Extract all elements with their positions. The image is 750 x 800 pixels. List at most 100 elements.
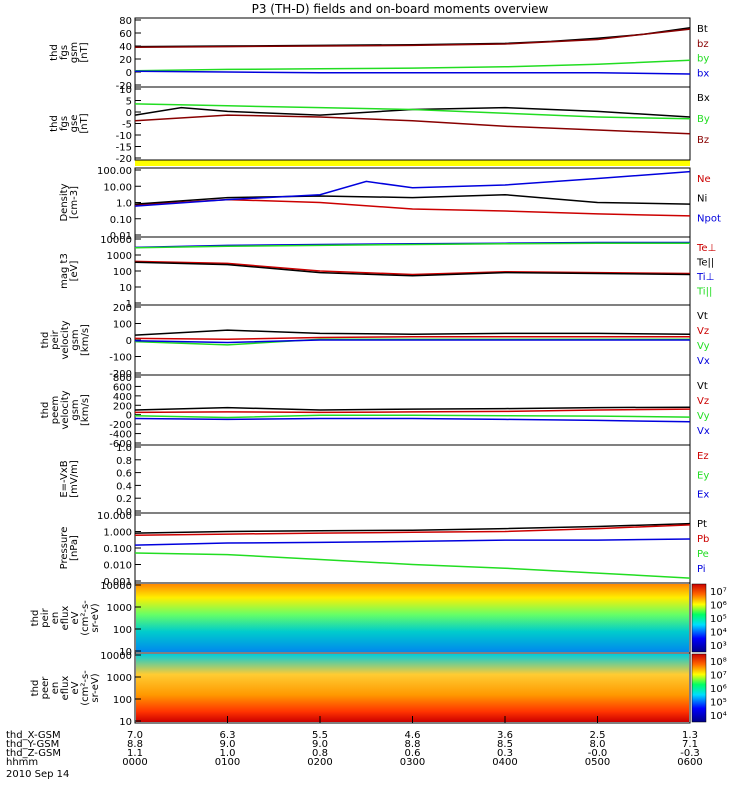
series-line-pi [134,538,691,546]
axis-value: 0400 [492,757,517,768]
legend-entry: Ni [697,194,707,205]
y-axis-label: E=-VxB [59,460,70,497]
y-tick-label: 10 [119,283,132,294]
series-line-vy [134,338,690,346]
y-tick-label: 100.00 [97,166,132,177]
y-axis-label: [cm-3] [69,186,80,219]
date-label: 2010 Sep 14 [6,769,69,780]
y-tick-label: 0 [126,336,132,347]
y-tick-label: 100 [113,625,132,636]
y-tick-label: -10 [116,131,132,142]
axis-value: 0500 [585,757,610,768]
panel-frame [134,17,691,88]
colorbar-tick-label: 10⁴ [710,711,727,722]
y-axis-label: en [50,682,61,695]
y-axis-label: eflux [60,606,71,631]
y-axis-label: fgs [59,116,70,131]
y-tick-label: 10 [119,85,132,96]
series-line-vt [134,329,691,336]
panel-frame [134,86,691,161]
y-tick-label: 10 [119,647,132,658]
spectrogram-fill [136,584,689,652]
legend-entry: bx [697,68,709,79]
y-axis-label: [km/s] [80,324,91,356]
panel-pressure: 0.001 0.010 0.100 1.000 10.000 Pressure [nPa] P… [59,511,709,588]
y-axis-label: Density [59,183,70,221]
row-label: thd_Z-GSM [6,748,61,759]
quality-flag-bar [135,160,690,166]
legend-entry: Vx [697,356,710,367]
series-line-ti [134,242,690,249]
panel-peir_velocity: -200 -100 0 100 200 thd peir velocity gsm [km/s] V… [40,303,710,380]
legend-entry: Ex [697,490,709,501]
axis-value: 0300 [400,757,425,768]
axis-value: 5.5 [312,730,328,741]
y-tick-label: 1.0 [116,443,132,454]
series-line-te [134,261,691,277]
y-tick-label: 1000 [107,603,132,614]
legend-entry: Vz [697,396,709,407]
series-line-bz [134,114,691,135]
y-tick-label: 200 [113,303,132,314]
series-line-npot [134,170,691,207]
y-tick-label: 0 [126,411,132,422]
series-line-te [134,260,691,276]
y-axis-label: peir [50,329,61,349]
row-label: hhmm [6,757,38,768]
y-axis-label: thd [40,402,51,419]
colorbar: 10³ 10⁴ 10⁵ 10⁶ 10⁷ [691,583,727,653]
row-label: thd_Y-GSM [6,739,59,750]
y-tick-label: 0.010 [103,561,132,572]
y-axis-label: peer [40,676,51,700]
y-tick-label: -400 [109,430,132,441]
axis-value: 3.6 [497,730,513,741]
y-tick-label: -20 [116,154,132,165]
y-axis-label: gsm [69,42,80,63]
y-axis-label: sr-eV) [90,603,101,632]
y-axis-label: gsm [70,329,81,350]
y-tick-label: 100 [113,320,132,331]
y-tick-label: -100 [109,353,132,364]
panel-efield: 0.0 0.2 0.40.6 0.8 1.0 E=-VxB [mV/m] Ez Ey Ex [59,443,709,518]
axis-value: 0600 [677,757,702,768]
y-axis-label: [mV/m] [69,460,80,498]
legend-entry: Pb [697,534,709,545]
legend-entry: Pe [697,549,709,560]
series-line-vx [134,417,691,423]
y-axis-label: [km/s] [80,394,91,426]
y-axis-label: thd [49,44,60,61]
y-tick-label: 400 [113,392,132,403]
series-line-by [134,59,691,72]
axis-value: 1.3 [682,730,698,741]
y-axis-label: fgs [59,45,70,60]
panel-density: 0.01 0.10 1.0 10.00 100.00 Density [cm-3] Ne Ni N… [59,166,721,242]
y-tick-label: -200 [109,369,132,380]
y-tick-label: 1.0 [116,199,132,210]
y-tick-label: -20 [116,81,132,92]
legend-entry: Ez [697,451,709,462]
spectrogram-fill [136,654,689,722]
series-line-vt [134,406,691,411]
series-line-by [134,103,691,120]
colorbar-tick-label: 10⁷ [710,587,727,598]
axis-value: 0.6 [405,748,421,759]
y-axis-label: eV [70,611,81,624]
axis-value: 8.8 [405,739,421,750]
y-tick-label: 5 [126,97,132,108]
y-axis-label: [eV] [69,261,80,282]
legend-entry: Pt [697,519,707,530]
axis-value: 9.0 [312,739,328,750]
colorbar: 10⁴ 10⁵ 10⁶ 10⁷ 10⁸ [691,653,727,723]
panel-fgs_gsm: -20 0 20 40 60 80 thd fgs gsm [nT] Bt bz by bx [49,16,709,92]
y-tick-label: -200 [109,420,132,431]
y-tick-label: 100 [113,267,132,278]
y-tick-label: 10000 [100,235,132,246]
axis-value: 7.0 [127,730,143,741]
axis-value: 0.3 [497,748,513,759]
legend-entry: Ti|| [696,287,712,298]
y-axis-label: velocity [60,320,71,359]
y-tick-label: 1.000 [103,528,132,539]
legend-entry: Ey [697,470,709,481]
y-tick-label: 10 [119,717,132,728]
